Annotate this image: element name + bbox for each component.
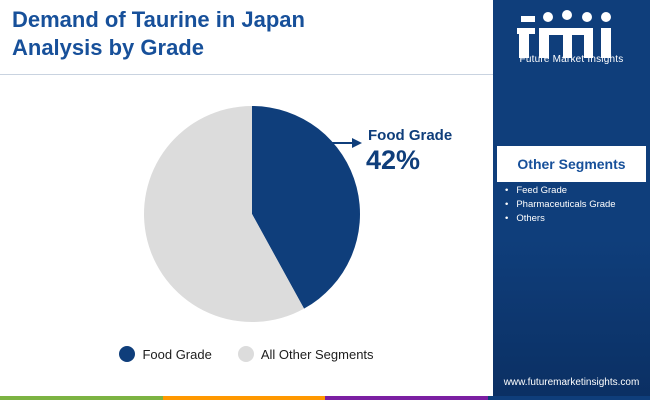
legend-swatch — [237, 346, 254, 362]
callout-label: Food Grade — [368, 127, 452, 144]
legend-item-food-grade: Food Grade — [119, 346, 212, 362]
callout-arrow — [352, 138, 362, 148]
footer-bar-segment — [162, 396, 325, 400]
pie-slice-food-grade — [252, 106, 360, 309]
logo-text: Future Market Insights — [519, 54, 624, 65]
sidebar-panel: Future Market Insights Other Segments Fe… — [493, 0, 650, 396]
fmi-logo-icon — [517, 10, 611, 58]
list-item: Others — [505, 212, 616, 226]
legend-swatch — [119, 346, 136, 362]
callout-value: 42% — [366, 145, 420, 175]
other-segments-list: Feed Grade Pharmaceuticals Grade Others — [505, 184, 616, 226]
footer-bar-segment — [325, 396, 488, 400]
pie-slice-all-other-segments — [143, 106, 305, 322]
list-item: Feed Grade — [505, 184, 616, 198]
title-divider — [0, 74, 493, 75]
footer-bar-segment — [487, 396, 650, 400]
footer-bar-segment — [0, 396, 163, 400]
sidebar-background-shade — [493, 240, 650, 396]
legend-label: All Other Segments — [260, 346, 374, 362]
legend-item-other-segments: All Other Segments — [237, 346, 374, 362]
other-segments-title: Other Segments — [497, 146, 646, 182]
footer-color-bar — [0, 396, 650, 400]
list-item: Pharmaceuticals Grade — [505, 198, 615, 212]
website-url: www.futuremarketinsights.com — [503, 377, 640, 388]
chart-legend: Food Grade All Other Segments — [0, 346, 493, 362]
chart-title: Demand of Taurine in Japan Analysis by G… — [12, 7, 305, 60]
pie-chart: Food Grade 42% — [143, 106, 452, 322]
legend-label: Food Grade — [142, 346, 212, 362]
